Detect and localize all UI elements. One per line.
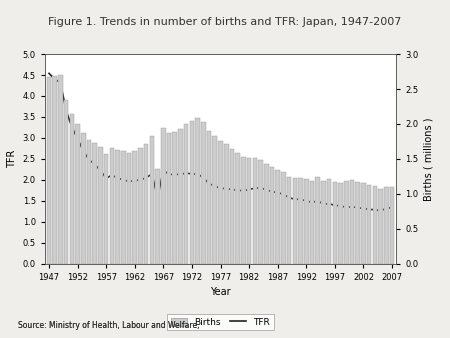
Legend: Births, TFR: Births, TFR (167, 314, 274, 331)
Bar (161, 128, 166, 264)
Bar (155, 169, 160, 264)
Bar (201, 122, 206, 264)
Bar (344, 182, 349, 264)
Bar (104, 154, 108, 264)
Bar (75, 124, 80, 264)
Bar (184, 124, 189, 264)
Bar (230, 149, 234, 264)
Bar (167, 133, 171, 264)
Bar (207, 131, 211, 264)
Bar (195, 118, 200, 264)
Bar (241, 157, 246, 264)
Bar (110, 148, 114, 264)
Bar (121, 151, 126, 264)
Bar (87, 140, 91, 264)
Bar (64, 100, 68, 264)
Text: Figure 1. Trends in number of births and TFR: Japan, 1947-2007: Figure 1. Trends in number of births and… (48, 17, 402, 27)
Y-axis label: Births ( millions ): Births ( millions ) (424, 117, 434, 201)
Bar (149, 136, 154, 264)
Bar (327, 179, 331, 264)
Bar (304, 179, 309, 264)
Bar (178, 128, 183, 264)
Bar (321, 181, 326, 264)
Bar (264, 164, 269, 264)
Bar (47, 76, 51, 264)
Bar (81, 133, 86, 264)
Bar (338, 183, 343, 264)
Text: Source: Ministry of Health, Labour and Welfare,: Source: Ministry of Health, Labour and W… (18, 320, 202, 330)
Bar (172, 131, 177, 264)
Bar (361, 183, 366, 264)
Bar (144, 144, 148, 264)
Bar (132, 150, 137, 264)
Bar (390, 188, 394, 264)
Bar (235, 153, 240, 264)
Bar (70, 114, 74, 264)
Bar (212, 136, 217, 264)
Bar (287, 176, 292, 264)
Bar (53, 76, 57, 264)
Bar (218, 141, 223, 264)
Bar (115, 150, 120, 264)
Y-axis label: TFR: TFR (7, 150, 17, 168)
Bar (350, 180, 354, 264)
Bar (384, 187, 388, 264)
Bar (258, 160, 263, 264)
Bar (275, 170, 280, 264)
Bar (58, 75, 63, 264)
Text: Source: Ministry of Health, Labour and Welfare, Vital Statistics,: Source: Ministry of Health, Labour and W… (18, 320, 258, 330)
Bar (270, 167, 274, 264)
Bar (333, 182, 337, 264)
Bar (298, 178, 303, 264)
Bar (127, 153, 131, 264)
Bar (138, 148, 143, 264)
Text: Source: Ministry of Health, Labour and Welfare,: Source: Ministry of Health, Labour and W… (18, 320, 202, 330)
Bar (247, 158, 252, 264)
Bar (281, 172, 286, 264)
Bar (189, 121, 194, 264)
Bar (98, 147, 103, 264)
Bar (373, 186, 377, 264)
Bar (310, 180, 314, 264)
Bar (356, 182, 360, 264)
Bar (367, 185, 371, 264)
Bar (92, 143, 97, 264)
Bar (378, 189, 383, 264)
Bar (315, 177, 320, 264)
Bar (252, 158, 257, 264)
Bar (224, 144, 229, 264)
Bar (292, 178, 297, 264)
X-axis label: Year: Year (210, 287, 231, 297)
